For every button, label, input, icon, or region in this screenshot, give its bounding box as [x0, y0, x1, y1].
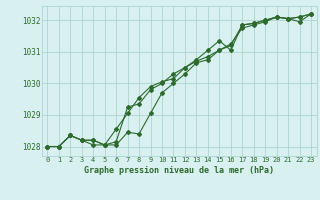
X-axis label: Graphe pression niveau de la mer (hPa): Graphe pression niveau de la mer (hPa) — [84, 166, 274, 175]
